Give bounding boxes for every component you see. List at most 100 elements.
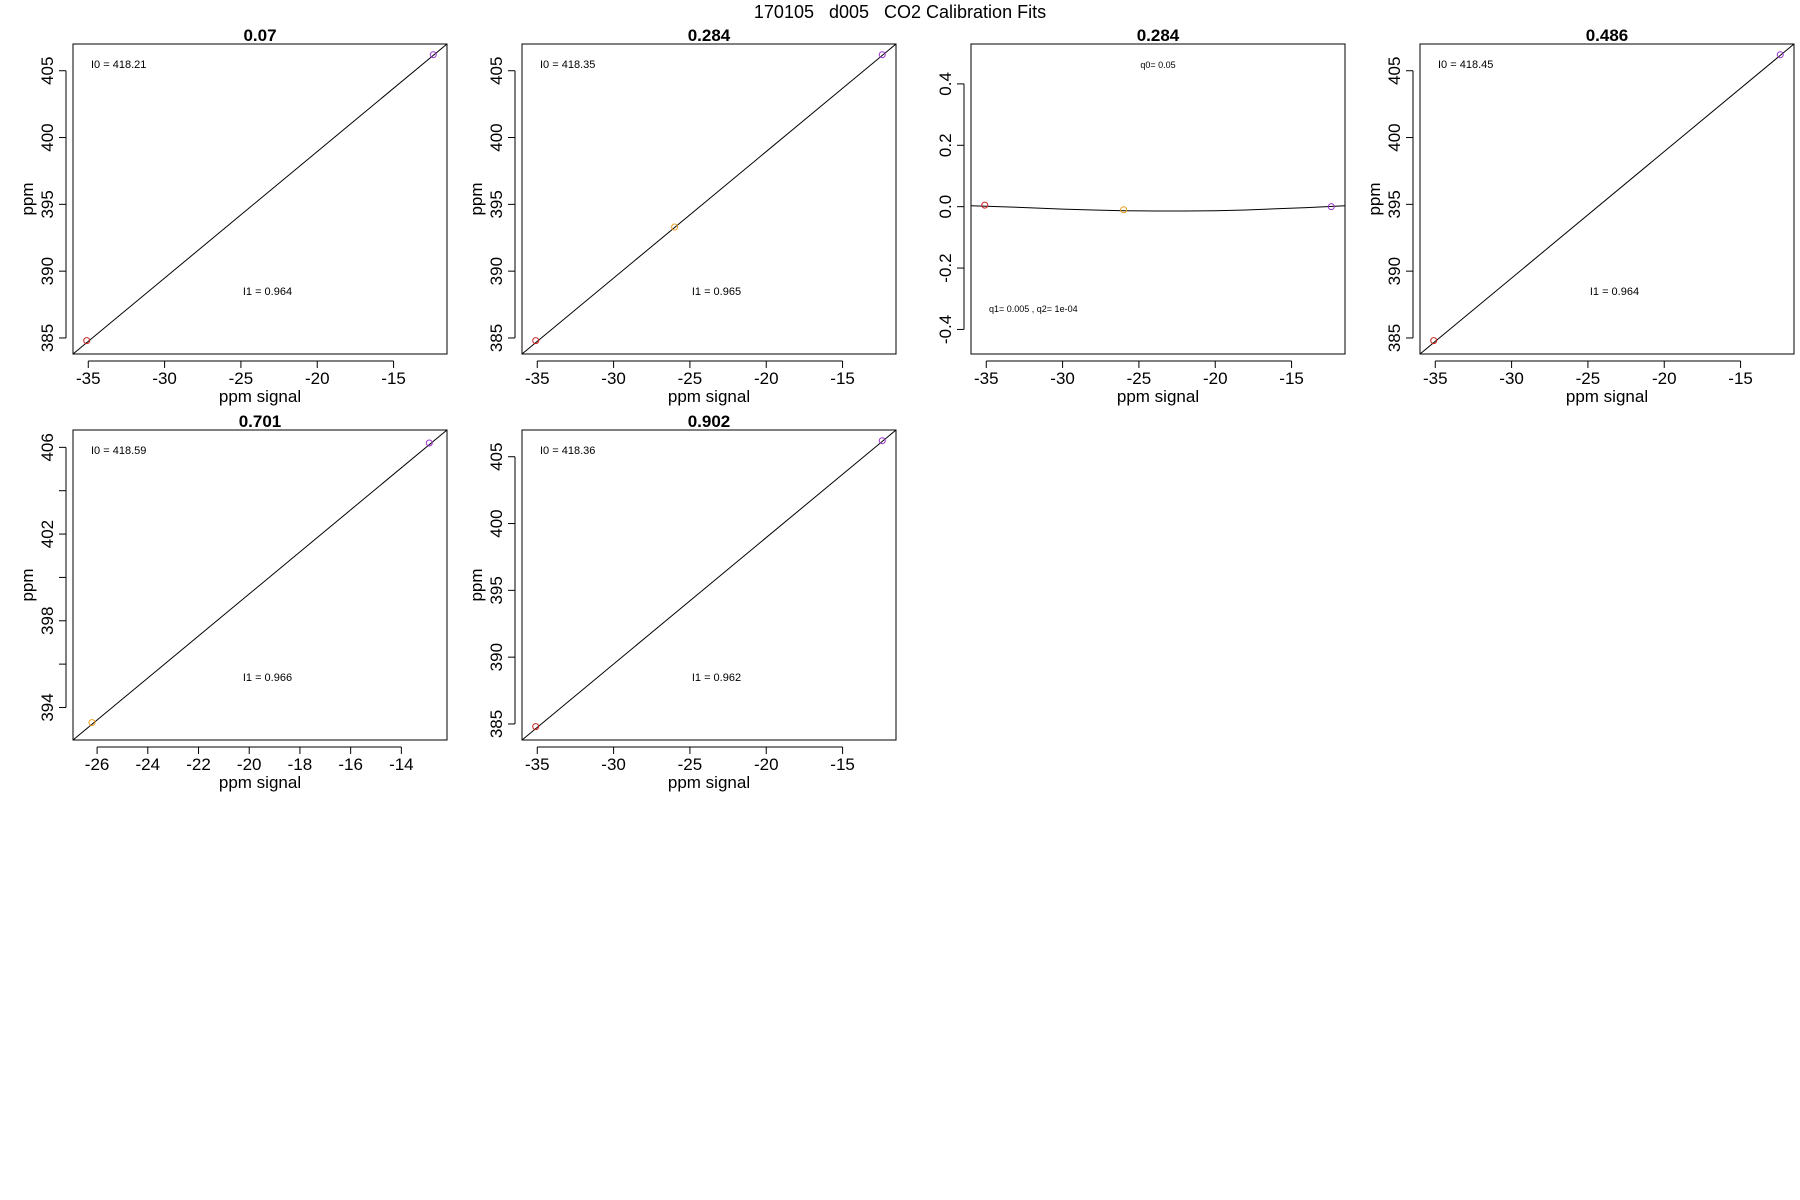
- annotation-intercept: I0 = 418.59: [91, 445, 146, 457]
- x-tick-label: -15: [1728, 369, 1753, 388]
- data-point-2: [429, 51, 437, 59]
- x-tick-label: -25: [678, 369, 703, 388]
- annotation-slope: q1= 0.005 , q2= 1e-04: [989, 304, 1078, 314]
- x-tick-label: -25: [678, 755, 703, 774]
- panel-title: 0.701: [239, 412, 282, 431]
- x-tick-label: -30: [601, 369, 626, 388]
- y-tick-label: 385: [487, 324, 506, 352]
- x-tick-label: -30: [1050, 369, 1075, 388]
- y-tick-label: 400: [487, 123, 506, 151]
- x-tick-label: -14: [389, 755, 414, 774]
- y-tick-label: 394: [38, 693, 57, 721]
- y-tick-label: 385: [1385, 324, 1404, 352]
- y-tick-label: 405: [487, 443, 506, 471]
- x-tick-label: -35: [525, 369, 550, 388]
- y-tick-label: 395: [487, 576, 506, 604]
- x-tick-label: -35: [76, 369, 101, 388]
- y-tick-label: 385: [487, 710, 506, 738]
- data-point-1: [1430, 337, 1438, 345]
- plot-frame: [521, 429, 897, 741]
- y-axis-label: ppm: [18, 182, 37, 215]
- x-tick-label: -15: [1279, 369, 1304, 388]
- annotation-slope: I1 = 0.962: [692, 672, 741, 684]
- plot-frame: [521, 43, 897, 355]
- annotation-intercept: I0 = 418.21: [91, 59, 146, 71]
- x-axis-label: ppm signal: [668, 773, 750, 792]
- annotation-intercept: q0= 0.05: [1140, 60, 1175, 70]
- y-tick-label: 400: [487, 509, 506, 537]
- data-point-2: [1776, 51, 1784, 59]
- y-tick-label: 395: [38, 190, 57, 218]
- annotation-intercept: I0 = 418.35: [540, 59, 595, 71]
- y-tick-label: 390: [38, 257, 57, 285]
- annotation-slope: I1 = 0.964: [1590, 286, 1639, 298]
- y-tick-label: -0.2: [936, 253, 955, 282]
- data-point-3: [1327, 203, 1335, 211]
- y-tick-label: 390: [487, 643, 506, 671]
- y-tick-label: 400: [1385, 123, 1404, 151]
- annotation-slope: I1 = 0.966: [243, 672, 292, 684]
- panel-title: 0.902: [688, 412, 731, 431]
- data-point-2: [878, 437, 886, 445]
- data-point-3: [878, 51, 886, 59]
- x-tick-label: -20: [754, 755, 779, 774]
- y-tick-label: 400: [38, 123, 57, 151]
- x-tick-label: -25: [229, 369, 254, 388]
- fit-line: [73, 430, 447, 740]
- chart-panel-6: 0.902 -35 -30 -25 -20 -15 385 390 395 400 405 ppm s…: [467, 412, 897, 792]
- chart-panel-3: 0.284 -35 -30 -25 -20 -15 -0.4 -0.2 0.0 0.2 0.4 ppm…: [936, 26, 1346, 406]
- annotation-intercept: I0 = 418.36: [540, 445, 595, 457]
- x-tick-label: -16: [338, 755, 363, 774]
- x-tick-label: -30: [152, 369, 177, 388]
- y-tick-label: 402: [38, 520, 57, 548]
- y-axis-label: ppm: [467, 182, 486, 215]
- y-tick-label: 385: [38, 324, 57, 352]
- panel-title: 0.284: [1137, 26, 1180, 45]
- x-axis-label: ppm signal: [1117, 387, 1199, 406]
- x-tick-label: -18: [288, 755, 313, 774]
- y-tick-label: 405: [38, 57, 57, 85]
- x-axis-label: ppm signal: [668, 387, 750, 406]
- y-axis-label: ppm: [467, 568, 486, 601]
- data-point-2: [1120, 206, 1128, 214]
- data-point-1: [532, 337, 540, 345]
- panel-title: 0.284: [688, 26, 731, 45]
- chart-panel-2: 0.284 -35 -30 -25 -20 -15 385 390 395 400 405 ppm s…: [467, 26, 897, 406]
- figure-title: 170105 d005 CO2 Calibration Fits: [753, 2, 1047, 22]
- x-tick-label: -30: [601, 755, 626, 774]
- chart-panel-5: 0.701 -26 -24 -22 -20 -18 -16 -14 394 398 402 406 pp…: [18, 412, 448, 792]
- x-tick-label: -20: [1652, 369, 1677, 388]
- x-tick-label: -35: [525, 755, 550, 774]
- x-axis-label: ppm signal: [219, 387, 301, 406]
- fit-line: [971, 205, 1345, 212]
- y-tick-label: 405: [487, 57, 506, 85]
- x-tick-label: -24: [136, 755, 161, 774]
- y-tick-label: 0.4: [936, 72, 955, 96]
- y-tick-label: 406: [38, 433, 57, 461]
- y-tick-label: 0.2: [936, 133, 955, 157]
- x-tick-label: -35: [974, 369, 999, 388]
- x-tick-label: -30: [1499, 369, 1524, 388]
- chart-panel-4: 0.486 -35 -30 -25 -20 -15 385 390 395 400 405 ppm s…: [1365, 26, 1795, 406]
- fit-line: [522, 44, 896, 354]
- y-tick-label: 395: [487, 190, 506, 218]
- y-tick-label: 390: [487, 257, 506, 285]
- annotation-slope: I1 = 0.964: [243, 286, 292, 298]
- y-tick-label: -0.4: [936, 315, 955, 344]
- x-tick-label: -20: [754, 369, 779, 388]
- x-tick-label: -22: [186, 755, 211, 774]
- fit-line: [73, 44, 447, 354]
- plot-frame: [1419, 43, 1795, 355]
- y-tick-label: 405: [1385, 57, 1404, 85]
- panel-title: 0.07: [243, 26, 276, 45]
- data-point-2: [671, 223, 679, 231]
- annotation-slope: I1 = 0.965: [692, 286, 741, 298]
- y-tick-label: 398: [38, 607, 57, 635]
- data-point-1: [83, 337, 91, 345]
- y-axis-label: ppm: [18, 568, 37, 601]
- plot-frame: [72, 43, 448, 355]
- fit-line: [522, 430, 896, 740]
- x-tick-label: -15: [830, 755, 855, 774]
- x-tick-label: -26: [85, 755, 110, 774]
- data-point-1: [88, 719, 96, 727]
